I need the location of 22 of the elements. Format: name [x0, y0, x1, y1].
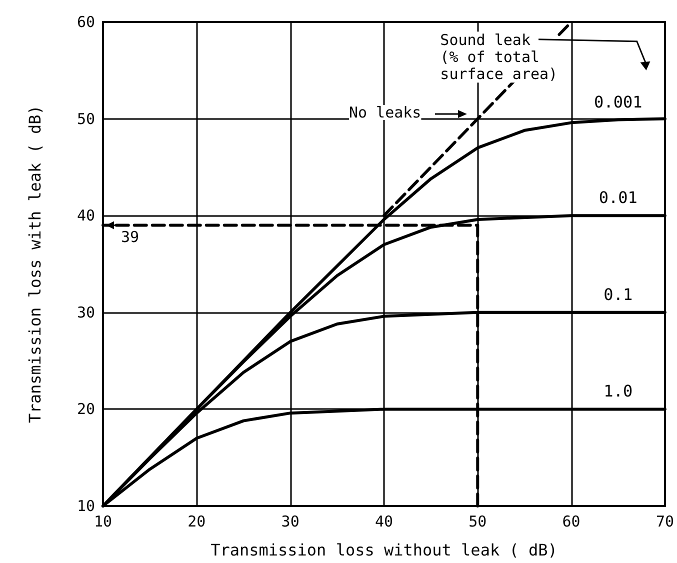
x-tick-label: 70 [656, 512, 674, 530]
series-label: 0.001 [594, 92, 642, 112]
annotation: No leaks [348, 103, 422, 122]
y-tick-label: 10 [76, 497, 95, 515]
y-tick-label: 20 [76, 400, 95, 418]
legend-title: Sound leak (% of total surface area) [440, 31, 558, 84]
x-tick-label: 60 [562, 512, 580, 530]
series-label: 0.01 [598, 188, 638, 208]
x-tick-label: 30 [281, 512, 300, 530]
x-tick-label: 10 [94, 512, 112, 530]
series-label: 0.1 [604, 284, 633, 304]
y-tick-label: 30 [76, 303, 95, 322]
annotation: 39 [121, 228, 140, 246]
x-tick-label: 40 [374, 512, 394, 530]
x-tick-label: 20 [188, 512, 206, 530]
y-tick-label: 50 [76, 110, 95, 128]
y-tick-label: 60 [76, 13, 95, 31]
y-tick-label: 40 [76, 206, 95, 225]
y-axis-title: Transmission loss with leak ( dB) [26, 105, 44, 423]
x-axis-title: Transmission loss without leak ( dB) [210, 540, 558, 560]
series-label: 1.0 [604, 382, 633, 401]
x-tick-label: 50 [468, 512, 487, 530]
